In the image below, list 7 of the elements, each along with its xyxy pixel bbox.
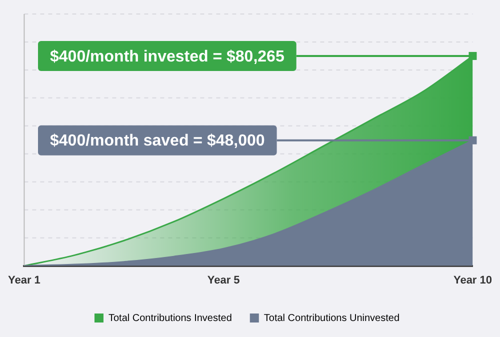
legend-label: Total Contributions Uninvested [264,312,400,324]
x-tick-label: Year 1 [8,274,40,286]
annotation: $400/month saved = $48,000 [50,132,265,150]
x-tick-label: Year 10 [453,274,492,286]
x-tick-label: Year 5 [207,274,240,286]
annotation: $400/month invested = $80,265 [50,48,284,66]
legend-label: Total Contributions Invested [108,312,232,324]
